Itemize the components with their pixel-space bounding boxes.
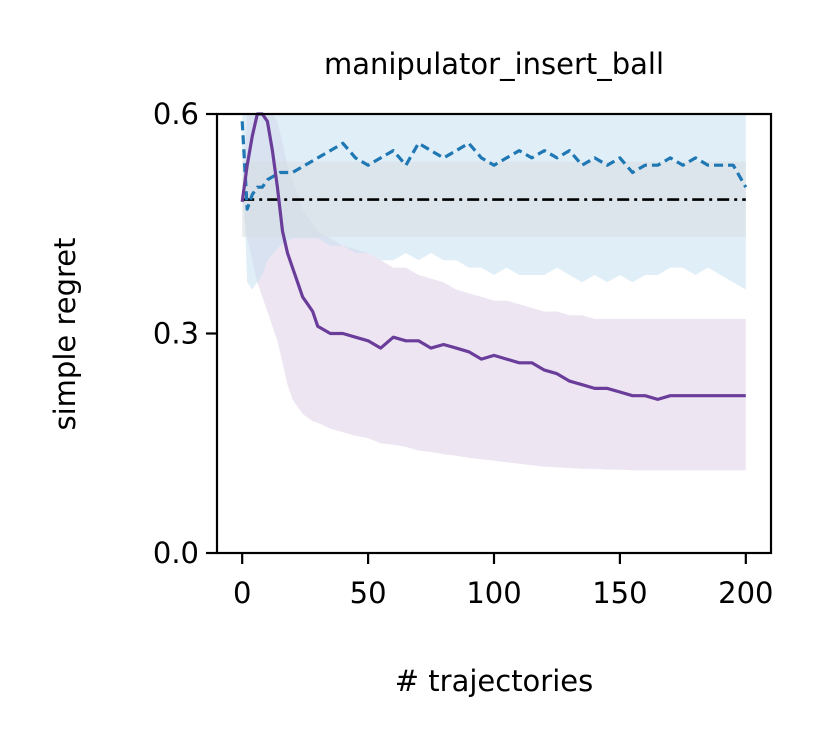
confidence-bands xyxy=(242,114,746,471)
x-tick-label: 100 xyxy=(466,576,521,610)
x-tick-label: 150 xyxy=(592,576,647,610)
chart-title: manipulator_insert_ball xyxy=(324,47,664,81)
y-tick-label: 0.0 xyxy=(153,536,199,570)
x-axis-label: # trajectories xyxy=(395,664,593,698)
x-tick-label: 200 xyxy=(718,576,773,610)
x-tick-label: 50 xyxy=(350,576,387,610)
y-tick-label: 0.6 xyxy=(153,97,199,131)
blue-dashed-series-line xyxy=(240,121,748,211)
x-tick-label: 0 xyxy=(233,576,251,610)
series-lines xyxy=(240,112,748,401)
purple-series-line xyxy=(240,112,746,401)
y-tick-label: 0.3 xyxy=(153,317,199,351)
purple-series-band xyxy=(242,114,746,471)
y-axis-label: simple regret xyxy=(48,238,82,431)
axis-ticks: 0 50 100 150 200 0.0 0.3 0.6 xyxy=(153,97,774,610)
